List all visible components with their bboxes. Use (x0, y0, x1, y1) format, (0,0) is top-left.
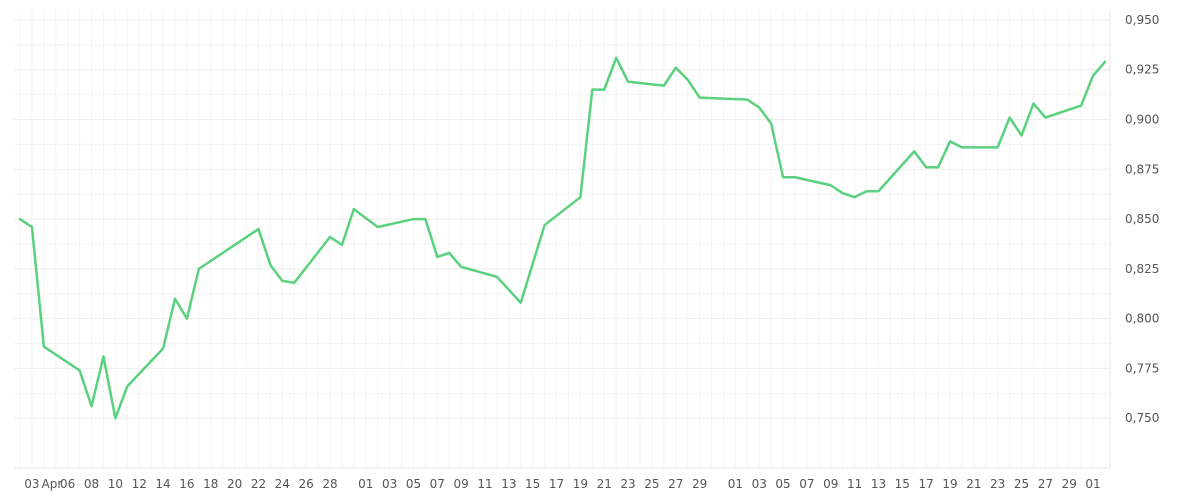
x-tick-label: 27 (668, 477, 683, 491)
x-tick-label: 14 (155, 477, 170, 491)
y-tick-label: 0,750 (1125, 411, 1159, 425)
y-tick-label: 0,925 (1125, 63, 1159, 77)
x-tick-label: 15 (895, 477, 910, 491)
x-tick-label: 19 (573, 477, 588, 491)
x-tick-label: 17 (919, 477, 934, 491)
x-tick-label: 23 (990, 477, 1005, 491)
y-tick-label: 0,775 (1125, 361, 1159, 375)
x-tick-label: 23 (620, 477, 635, 491)
y-tick-label: 0,950 (1125, 13, 1159, 27)
y-axis-ticks: 0,750 0,775 0,800 0,825 0,850 0,875 0,900 0,925… (1125, 13, 1159, 425)
x-tick-label: 12 (132, 477, 147, 491)
x-tick-label: 22 (251, 477, 266, 491)
axes (14, 10, 1111, 469)
grid (14, 10, 1110, 468)
series (18, 56, 1107, 420)
x-tick-label: 13 (871, 477, 886, 491)
x-tick-label: 28 (322, 477, 337, 491)
x-tick-label: 27 (1038, 477, 1053, 491)
x-tick-label: 11 (847, 477, 862, 491)
series-line (18, 56, 1107, 420)
x-tick-label: 01 (358, 477, 373, 491)
x-tick-label: 25 (644, 477, 659, 491)
x-tick-label: 09 (454, 477, 469, 491)
x-tick-label: 03 (382, 477, 397, 491)
y-tick-label: 0,800 (1125, 312, 1159, 326)
y-tick-label: 0,825 (1125, 262, 1159, 276)
x-tick-label: 21 (966, 477, 981, 491)
x-tick-label: 07 (799, 477, 814, 491)
x-tick-label: 03 (752, 477, 767, 491)
x-tick-label: 20 (227, 477, 242, 491)
x-tick-label: 13 (501, 477, 516, 491)
x-tick-label: 29 (1062, 477, 1077, 491)
x-tick-label: 21 (597, 477, 612, 491)
x-tick-label: 16 (179, 477, 194, 491)
x-tick-label: 01 (728, 477, 743, 491)
x-tick-label: 06 (60, 477, 75, 491)
x-tick-label: 08 (84, 477, 99, 491)
x-tick-label: 15 (525, 477, 540, 491)
x-tick-label: 09 (823, 477, 838, 491)
x-tick-label: 25 (1014, 477, 1029, 491)
x-tick-label: 10 (108, 477, 123, 491)
y-tick-label: 0,875 (1125, 162, 1159, 176)
y-tick-label: 0,900 (1125, 113, 1159, 127)
x-tick-label: 05 (406, 477, 421, 491)
x-tick-label: 07 (430, 477, 445, 491)
x-tick-label: 18 (203, 477, 218, 491)
x-tick-label: 29 (692, 477, 707, 491)
y-tick-label: 0,850 (1125, 212, 1159, 226)
x-tick-label: 26 (299, 477, 314, 491)
x-tick-label: 01 (1085, 477, 1100, 491)
x-tick-label: 05 (775, 477, 790, 491)
x-tick-label: 11 (477, 477, 492, 491)
x-tick-label: 03 (24, 477, 39, 491)
x-tick-label: 19 (942, 477, 957, 491)
x-tick-label: Apr (42, 477, 63, 491)
x-tick-label: 24 (275, 477, 290, 491)
x-tick-label: 17 (549, 477, 564, 491)
